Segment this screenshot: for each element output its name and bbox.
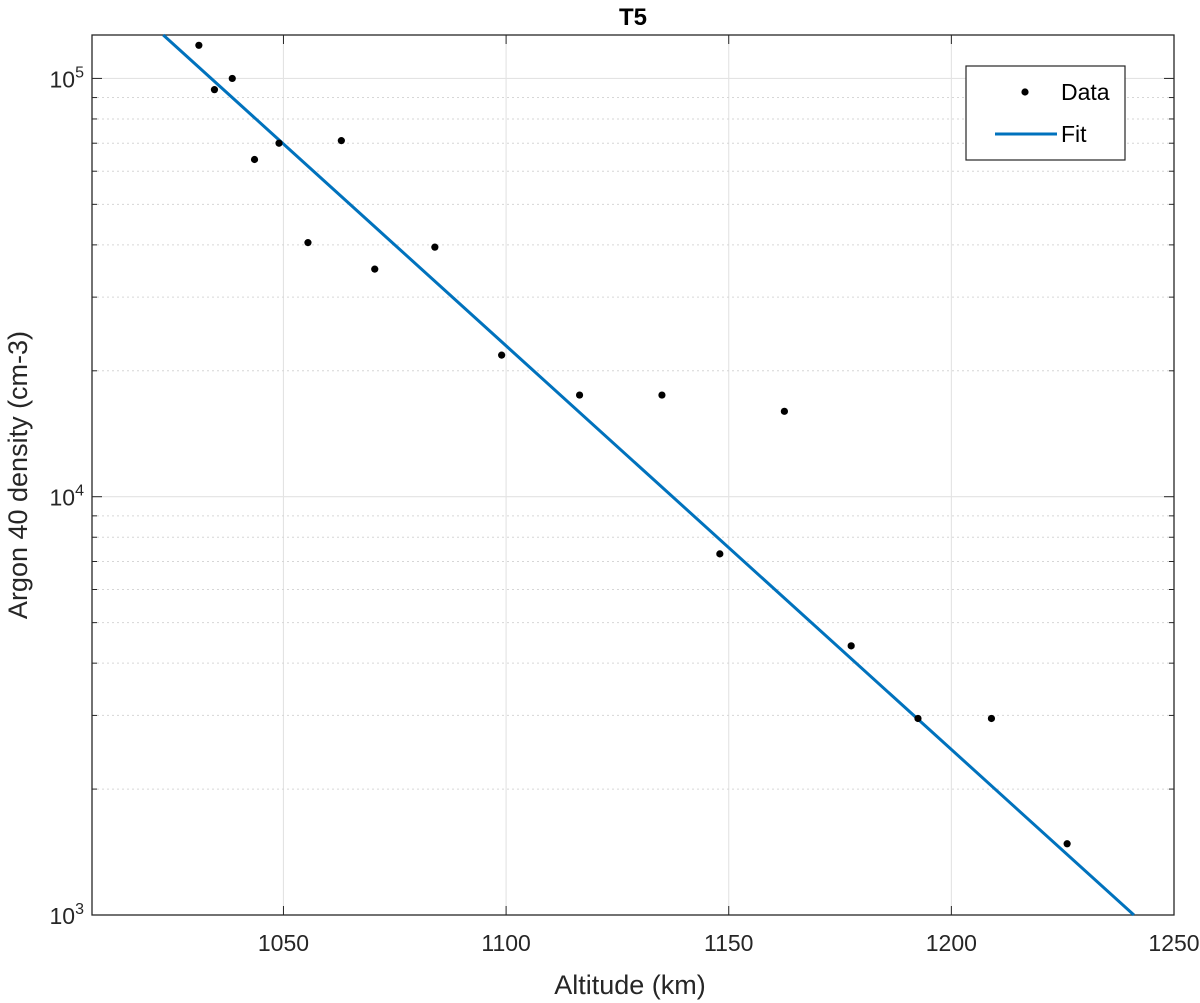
y-tick-exponent: 3: [75, 901, 84, 918]
x-tick-label: 1250: [1148, 930, 1199, 956]
data-point: [431, 243, 439, 251]
data-point: [780, 407, 788, 415]
data-point: [371, 265, 379, 273]
data-point: [228, 74, 236, 83]
y-tick-exponent: 4: [75, 483, 84, 500]
grid: [92, 35, 1174, 915]
x-tick-label: 1150: [704, 930, 753, 956]
x-axis-label: Altitude (km): [554, 970, 706, 1000]
data-point: [250, 155, 259, 164]
data-point: [575, 391, 584, 399]
y-axis-label: Argon 40 density (cm-3): [3, 331, 33, 619]
data-point: [498, 351, 506, 359]
y-tick-label: 103: [50, 901, 85, 929]
data-point: [1063, 840, 1071, 848]
legend-fit-label: Fit: [1061, 121, 1087, 147]
chart-title: T5: [619, 4, 647, 31]
data-point: [210, 86, 219, 94]
fit-layer: [162, 33, 1135, 917]
plot-frame: [91, 34, 1175, 916]
data-point: [337, 137, 345, 145]
legend-data-label: Data: [1061, 79, 1110, 105]
legend-data-marker: [1021, 88, 1029, 96]
y-tick-label: 104: [50, 483, 85, 511]
data-point: [304, 239, 312, 247]
x-tick-label: 1200: [926, 930, 977, 956]
data-point: [658, 391, 666, 399]
data-point: [716, 550, 724, 558]
data-point: [275, 139, 283, 147]
fit-line: [162, 33, 1135, 917]
ticks: 1050 1100 1150 1200 1250 103 104 105: [50, 35, 1200, 956]
legend-box: [965, 65, 1126, 161]
data-point: [847, 642, 855, 650]
data-points: [195, 41, 1071, 848]
x-tick-label: 1100: [481, 930, 530, 956]
x-tick-label: 1050: [258, 930, 309, 956]
y-tick-exponent: 5: [75, 64, 84, 81]
data-point: [914, 714, 922, 723]
legend: Data Fit: [965, 65, 1126, 161]
y-tick-label: 105: [50, 64, 85, 92]
data-point: [195, 41, 203, 49]
data-point: [987, 714, 996, 723]
